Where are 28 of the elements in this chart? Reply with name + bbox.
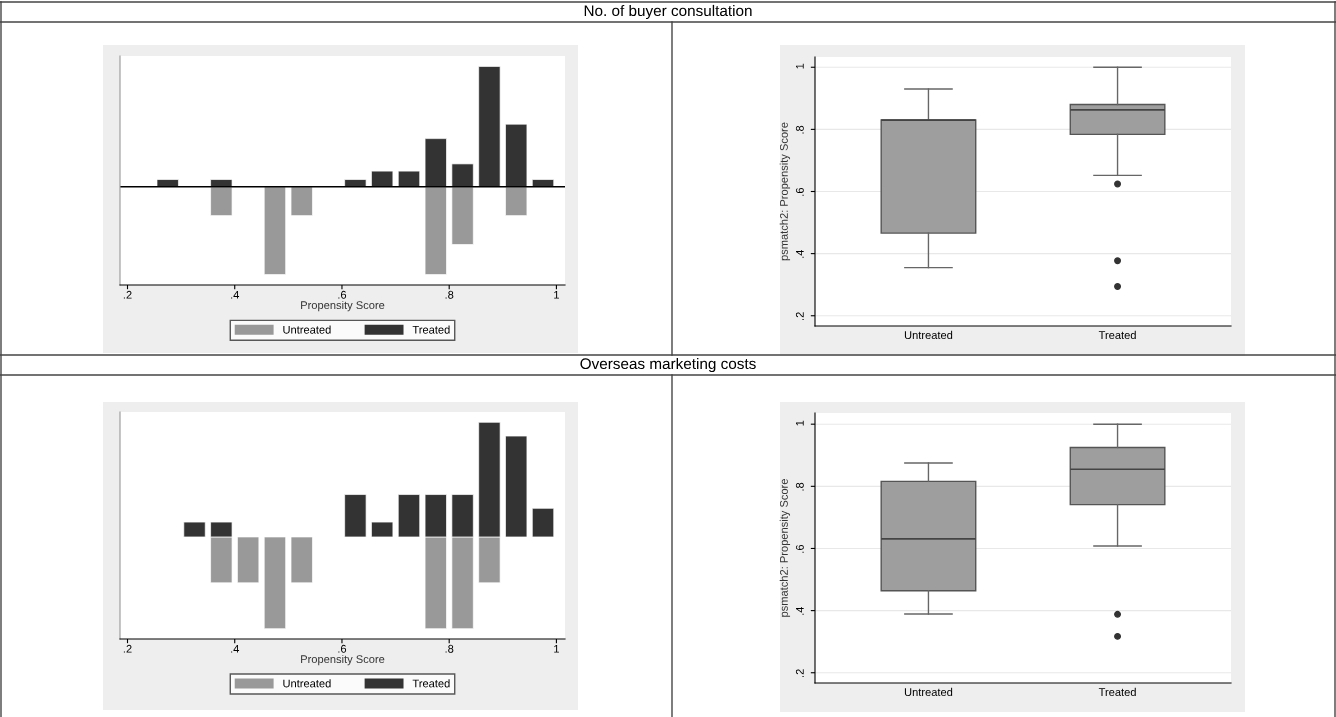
y-tick-label: .8 (795, 125, 804, 134)
y-axis-title: psmatch2: Propensity Score (779, 122, 791, 261)
y-tick-label: .6 (795, 187, 804, 196)
y-tick-label: .2 (795, 669, 804, 677)
legend-label: Treated (412, 679, 450, 688)
x-tick-label: .2 (123, 644, 132, 653)
y-tick-label: 1 (796, 63, 804, 69)
legend-label: Untreated (283, 679, 331, 688)
text: No. of buyer consultation (584, 4, 752, 20)
x-tick-label: 1 (554, 290, 559, 299)
x-tick-label: .2 (123, 290, 132, 299)
x-tick-label: .4 (231, 644, 240, 653)
y-tick-label: .4 (796, 606, 804, 615)
y-tick-label: .2 (795, 312, 804, 320)
x-tick-label: 1 (554, 644, 559, 653)
y-tick-label: .6 (795, 544, 804, 553)
x-tick-label: .6 (338, 644, 347, 653)
x-tick-label: .6 (338, 290, 347, 299)
x-tick-label: .8 (445, 644, 454, 653)
x-tick-label: .8 (445, 290, 454, 299)
y-tick-label: 1 (796, 420, 804, 426)
y-tick-label: .4 (796, 249, 804, 258)
x-axis-title: Propensity Score (301, 300, 385, 312)
y-tick-label: .8 (795, 482, 804, 491)
x-axis-title: Propensity Score (301, 654, 385, 666)
text: Overseas marketing costs (580, 357, 756, 373)
y-axis-title: psmatch2: Propensity Score (779, 479, 791, 617)
x-tick-label: .4 (231, 290, 240, 299)
